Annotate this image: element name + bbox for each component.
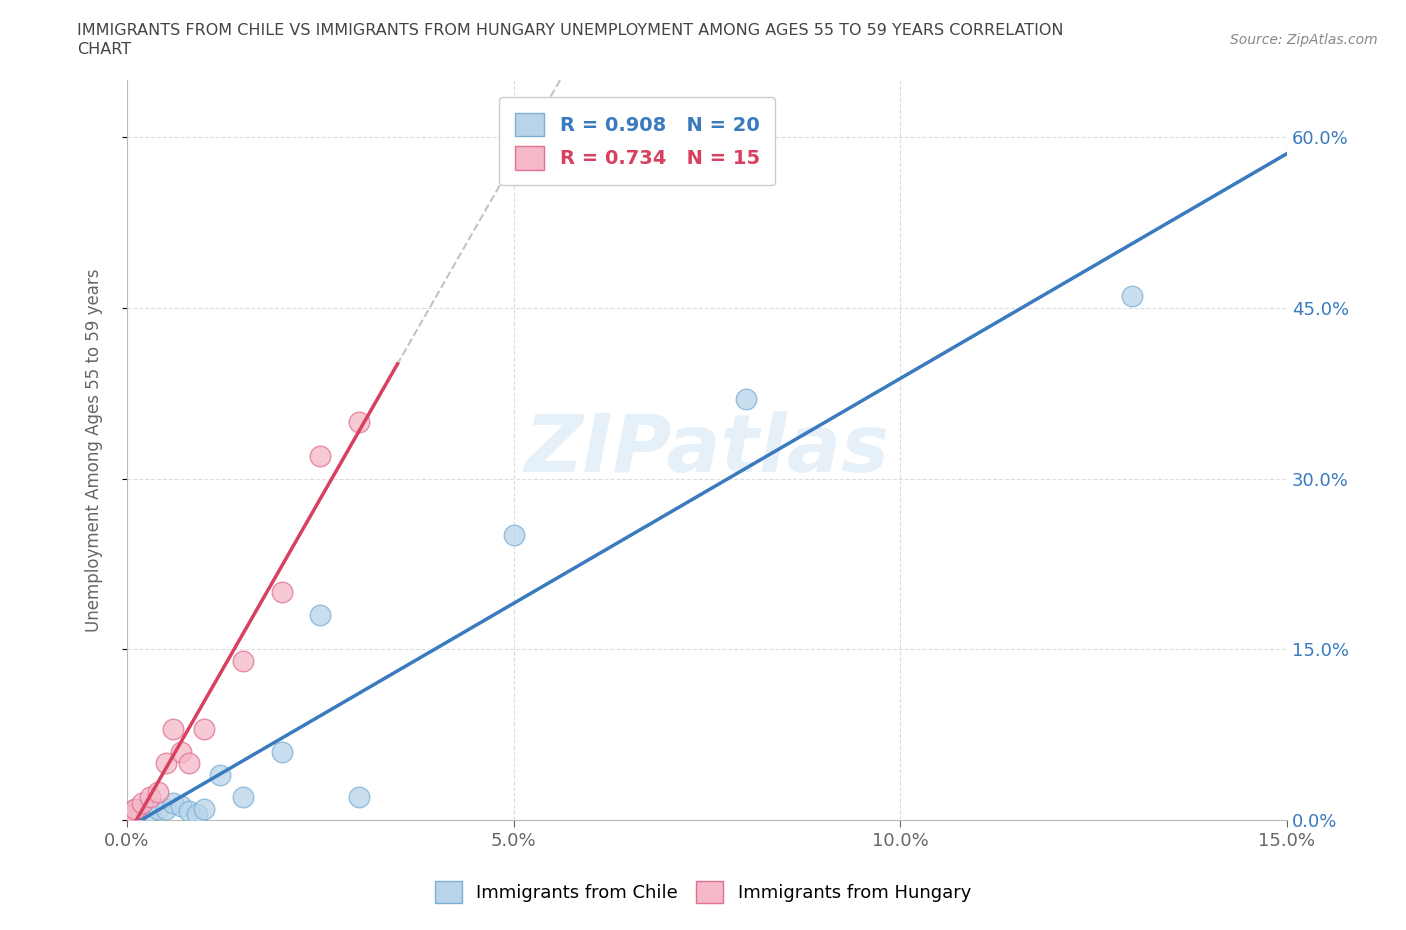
Point [193,802,215,817]
Text: IMMIGRANTS FROM CHILE VS IMMIGRANTS FROM HUNGARY UNEMPLOYMENT AMONG AGES 55 TO 5: IMMIGRANTS FROM CHILE VS IMMIGRANTS FROM… [77,23,1064,38]
Point [170,799,193,814]
Point [232,790,254,804]
Legend: R = 0.908   N = 20, R = 0.734   N = 15: R = 0.908 N = 20, R = 0.734 N = 15 [499,98,775,185]
Point [131,795,153,810]
Text: Source: ZipAtlas.com: Source: ZipAtlas.com [1230,33,1378,46]
Point [734,392,756,406]
Y-axis label: Unemployment Among Ages 55 to 59 years: Unemployment Among Ages 55 to 59 years [86,269,103,631]
Point [270,585,292,600]
Point [232,653,254,668]
Point [193,722,215,737]
Point [139,804,162,818]
Point [347,414,370,429]
Point [309,607,332,622]
Point [208,767,231,782]
Point [115,807,138,822]
Point [177,804,200,818]
Point [270,744,292,759]
Point [155,802,177,817]
Point [309,448,332,463]
Point [115,807,138,822]
Point [1121,289,1143,304]
Point [124,807,146,822]
Point [502,528,524,543]
Point [162,795,184,810]
Point [347,790,370,804]
Point [146,802,169,817]
Text: ZIPatlas: ZIPatlas [524,411,890,489]
Point [162,722,184,737]
Point [155,756,177,771]
Point [170,744,193,759]
Text: CHART: CHART [77,42,131,57]
Point [139,790,162,804]
Point [177,756,200,771]
Legend: Immigrants from Chile, Immigrants from Hungary: Immigrants from Chile, Immigrants from H… [426,871,980,911]
Point [131,802,153,817]
Point [124,802,146,817]
Point [186,807,208,822]
Point [124,807,146,822]
Point [124,802,146,817]
Point [146,784,169,799]
